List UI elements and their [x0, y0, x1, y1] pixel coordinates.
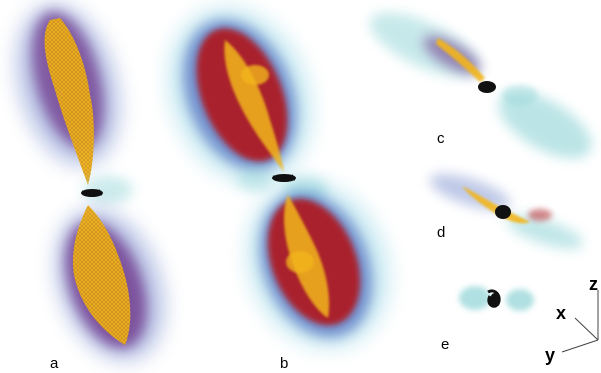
panel-c-image [369, 12, 592, 159]
axis-triad [561, 290, 599, 353]
panel-a-image [17, 4, 165, 361]
panel-a-center-icon [81, 189, 103, 197]
panel-label-e: e [441, 336, 450, 353]
axis-label-y: y [545, 345, 556, 365]
axis-label-z: z [589, 274, 598, 294]
panel-d-center-icon [495, 205, 511, 219]
panel-d-image [429, 174, 584, 249]
panel-b-center-icon [272, 174, 296, 182]
axis-label-x: x [556, 303, 567, 323]
panel-b-image [168, 7, 389, 348]
panel-e-center-icon [487, 289, 501, 308]
y-axis-line [561, 339, 599, 353]
panel-label-d: d [437, 224, 446, 241]
panel-c-center-icon [478, 81, 496, 93]
panel-e-image [459, 286, 534, 311]
x-axis-line [574, 317, 599, 341]
panel-label-c: c [437, 130, 445, 147]
panel-label-b: b [280, 355, 289, 372]
panel-label-a: a [50, 355, 59, 372]
